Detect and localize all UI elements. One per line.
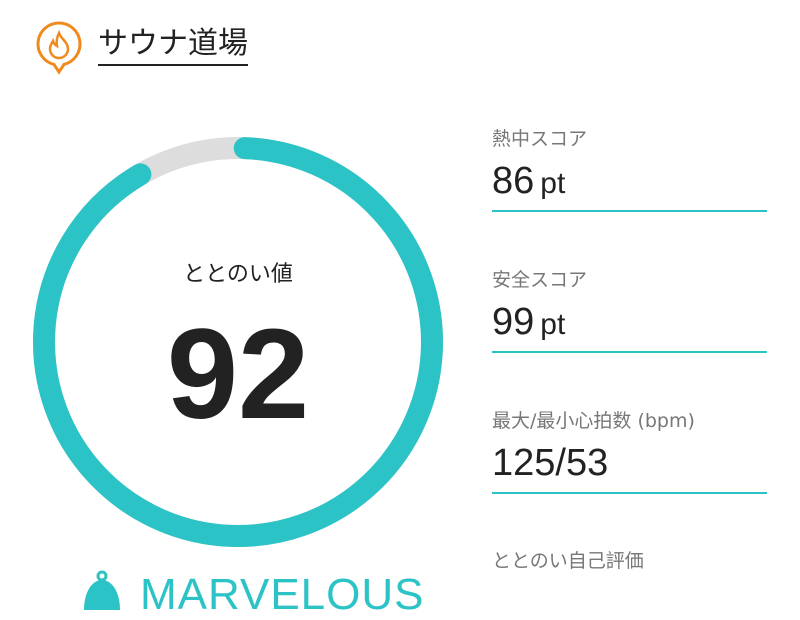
metric-label: 安全スコア: [492, 269, 588, 291]
rating-text: MARVELOUS: [140, 570, 425, 619]
metric-label: 熱中スコア: [492, 128, 588, 150]
logo: [34, 20, 84, 76]
totonoi-gauge: [32, 136, 443, 547]
metric-unit: pt: [540, 308, 566, 341]
flame-pin-icon: [36, 21, 82, 75]
metric-label: 最大/最小心拍数 (bpm): [492, 410, 695, 432]
self-eval-label: ととのい自己評価: [492, 550, 644, 572]
metric-heat-score: 熱中スコア 86 pt: [492, 124, 767, 212]
bell-icon: [84, 570, 120, 610]
page-title[interactable]: サウナ道場: [98, 26, 248, 66]
gauge-label: ととのい値: [183, 262, 293, 287]
metric-heart-rate: 最大/最小心拍数 (bpm) 125/53: [492, 406, 767, 494]
metric-value: 125/53: [492, 442, 609, 484]
metric-safety-score: 安全スコア 99 pt: [492, 265, 767, 353]
metric-value: 86: [492, 160, 535, 202]
metric-unit: pt: [540, 167, 566, 200]
self-eval-rating: MARVELOUS: [80, 570, 425, 620]
metric-value: 99: [492, 301, 535, 343]
gauge-fill: [32, 136, 443, 547]
gauge-value: 92: [166, 303, 310, 446]
